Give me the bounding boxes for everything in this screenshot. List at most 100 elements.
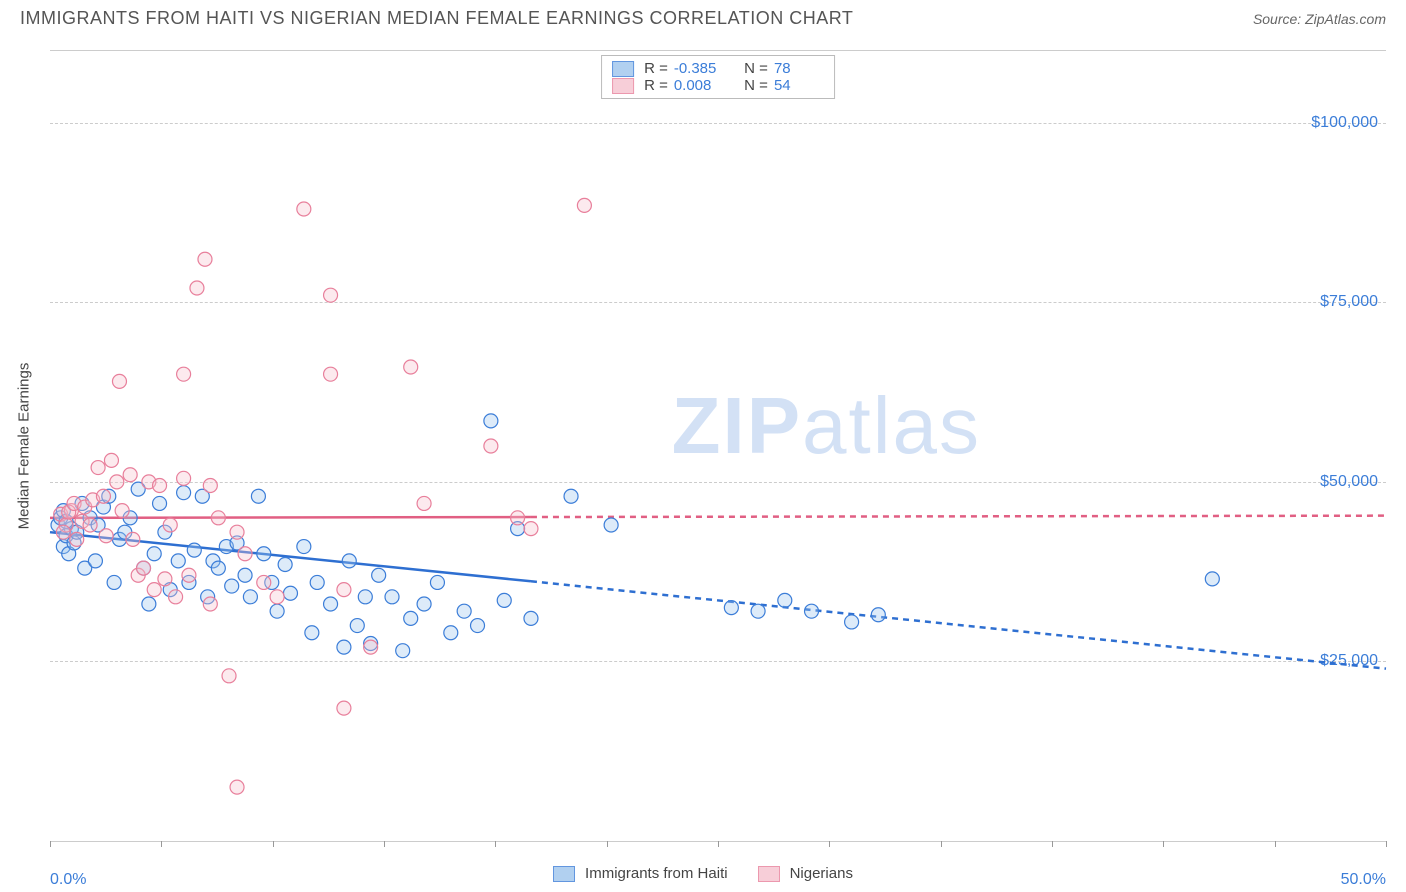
scatter-point bbox=[203, 597, 217, 611]
correlation-stats-box: R = -0.385 N = 78 R = 0.008 N = 54 bbox=[601, 55, 835, 99]
legend-swatch bbox=[758, 866, 780, 882]
scatter-point bbox=[104, 453, 118, 467]
scatter-point bbox=[203, 479, 217, 493]
y-axis-title: Median Female Earnings bbox=[16, 363, 33, 530]
stat-n-label: N = bbox=[744, 77, 768, 94]
legend-swatch bbox=[612, 61, 634, 77]
legend-label: Nigerians bbox=[790, 865, 853, 882]
scatter-point bbox=[257, 547, 271, 561]
scatter-point bbox=[1205, 572, 1219, 586]
bottom-legend: Immigrants from Haiti Nigerians bbox=[0, 865, 1406, 882]
scatter-point bbox=[350, 619, 364, 633]
scatter-point bbox=[70, 532, 84, 546]
scatter-point bbox=[163, 518, 177, 532]
scatter-point bbox=[404, 611, 418, 625]
scatter-point bbox=[524, 522, 538, 536]
scatter-point bbox=[158, 572, 172, 586]
scatter-point bbox=[278, 558, 292, 572]
scatter-point bbox=[305, 626, 319, 640]
stat-r-value: 0.008 bbox=[674, 77, 724, 94]
stat-n-value: 54 bbox=[774, 77, 824, 94]
scatter-point bbox=[230, 780, 244, 794]
scatter-point bbox=[751, 604, 765, 618]
scatter-point bbox=[177, 471, 191, 485]
scatter-point bbox=[283, 586, 297, 600]
scatter-point bbox=[430, 575, 444, 589]
scatter-point bbox=[577, 198, 591, 212]
scatter-point bbox=[324, 288, 338, 302]
scatter-point bbox=[342, 554, 356, 568]
scatter-point bbox=[99, 529, 113, 543]
scatter-point bbox=[123, 468, 137, 482]
x-tick-mark bbox=[829, 841, 830, 847]
scatter-point bbox=[153, 479, 167, 493]
stat-r-label: R = bbox=[644, 60, 668, 77]
x-tick-mark bbox=[1163, 841, 1164, 847]
scatter-point bbox=[497, 593, 511, 607]
scatter-point bbox=[310, 575, 324, 589]
scatter-point bbox=[337, 583, 351, 597]
scatter-point bbox=[471, 619, 485, 633]
scatter-point bbox=[805, 604, 819, 618]
scatter-point bbox=[88, 554, 102, 568]
x-tick-mark bbox=[50, 841, 51, 847]
scatter-point bbox=[110, 475, 124, 489]
scatter-point bbox=[222, 669, 236, 683]
scatter-point bbox=[297, 202, 311, 216]
scatter-point bbox=[444, 626, 458, 640]
scatter-point bbox=[147, 583, 161, 597]
scatter-point bbox=[112, 374, 126, 388]
x-tick-mark bbox=[384, 841, 385, 847]
scatter-point bbox=[385, 590, 399, 604]
scatter-point bbox=[484, 439, 498, 453]
scatter-point bbox=[324, 367, 338, 381]
scatter-point bbox=[91, 461, 105, 475]
scatter-point bbox=[337, 640, 351, 654]
stat-n-label: N = bbox=[744, 60, 768, 77]
scatter-point bbox=[142, 597, 156, 611]
scatter-point bbox=[564, 489, 578, 503]
scatter-point bbox=[524, 611, 538, 625]
trend-line-dashed bbox=[531, 516, 1386, 517]
scatter-point bbox=[177, 486, 191, 500]
chart-header: IMMIGRANTS FROM HAITI VS NIGERIAN MEDIAN… bbox=[0, 0, 1406, 33]
scatter-point bbox=[257, 575, 271, 589]
legend-swatch bbox=[612, 78, 634, 94]
stat-r-label: R = bbox=[644, 77, 668, 94]
stat-r-value: -0.385 bbox=[674, 60, 724, 77]
scatter-point bbox=[251, 489, 265, 503]
x-tick-mark bbox=[607, 841, 608, 847]
scatter-point bbox=[115, 504, 129, 518]
scatter-point bbox=[187, 543, 201, 557]
scatter-point bbox=[484, 414, 498, 428]
scatter-point bbox=[845, 615, 859, 629]
scatter-point bbox=[137, 561, 151, 575]
scatter-point bbox=[153, 496, 167, 510]
scatter-point bbox=[243, 590, 257, 604]
scatter-point bbox=[457, 604, 471, 618]
x-tick-mark bbox=[1386, 841, 1387, 847]
x-tick-mark bbox=[1275, 841, 1276, 847]
scatter-svg bbox=[50, 51, 1386, 841]
legend-item: Immigrants from Haiti bbox=[553, 865, 728, 882]
stats-row: R = 0.008 N = 54 bbox=[612, 77, 824, 94]
stat-n-value: 78 bbox=[774, 60, 824, 77]
scatter-point bbox=[364, 640, 378, 654]
x-tick-mark bbox=[718, 841, 719, 847]
scatter-point bbox=[238, 547, 252, 561]
scatter-point bbox=[56, 525, 70, 539]
scatter-point bbox=[182, 568, 196, 582]
scatter-point bbox=[238, 568, 252, 582]
scatter-point bbox=[107, 575, 121, 589]
scatter-point bbox=[270, 590, 284, 604]
scatter-point bbox=[169, 590, 183, 604]
scatter-point bbox=[211, 511, 225, 525]
scatter-point bbox=[270, 604, 284, 618]
scatter-point bbox=[337, 701, 351, 715]
x-tick-mark bbox=[1052, 841, 1053, 847]
scatter-point bbox=[211, 561, 225, 575]
scatter-point bbox=[358, 590, 372, 604]
scatter-point bbox=[324, 597, 338, 611]
scatter-point bbox=[297, 540, 311, 554]
scatter-point bbox=[871, 608, 885, 622]
